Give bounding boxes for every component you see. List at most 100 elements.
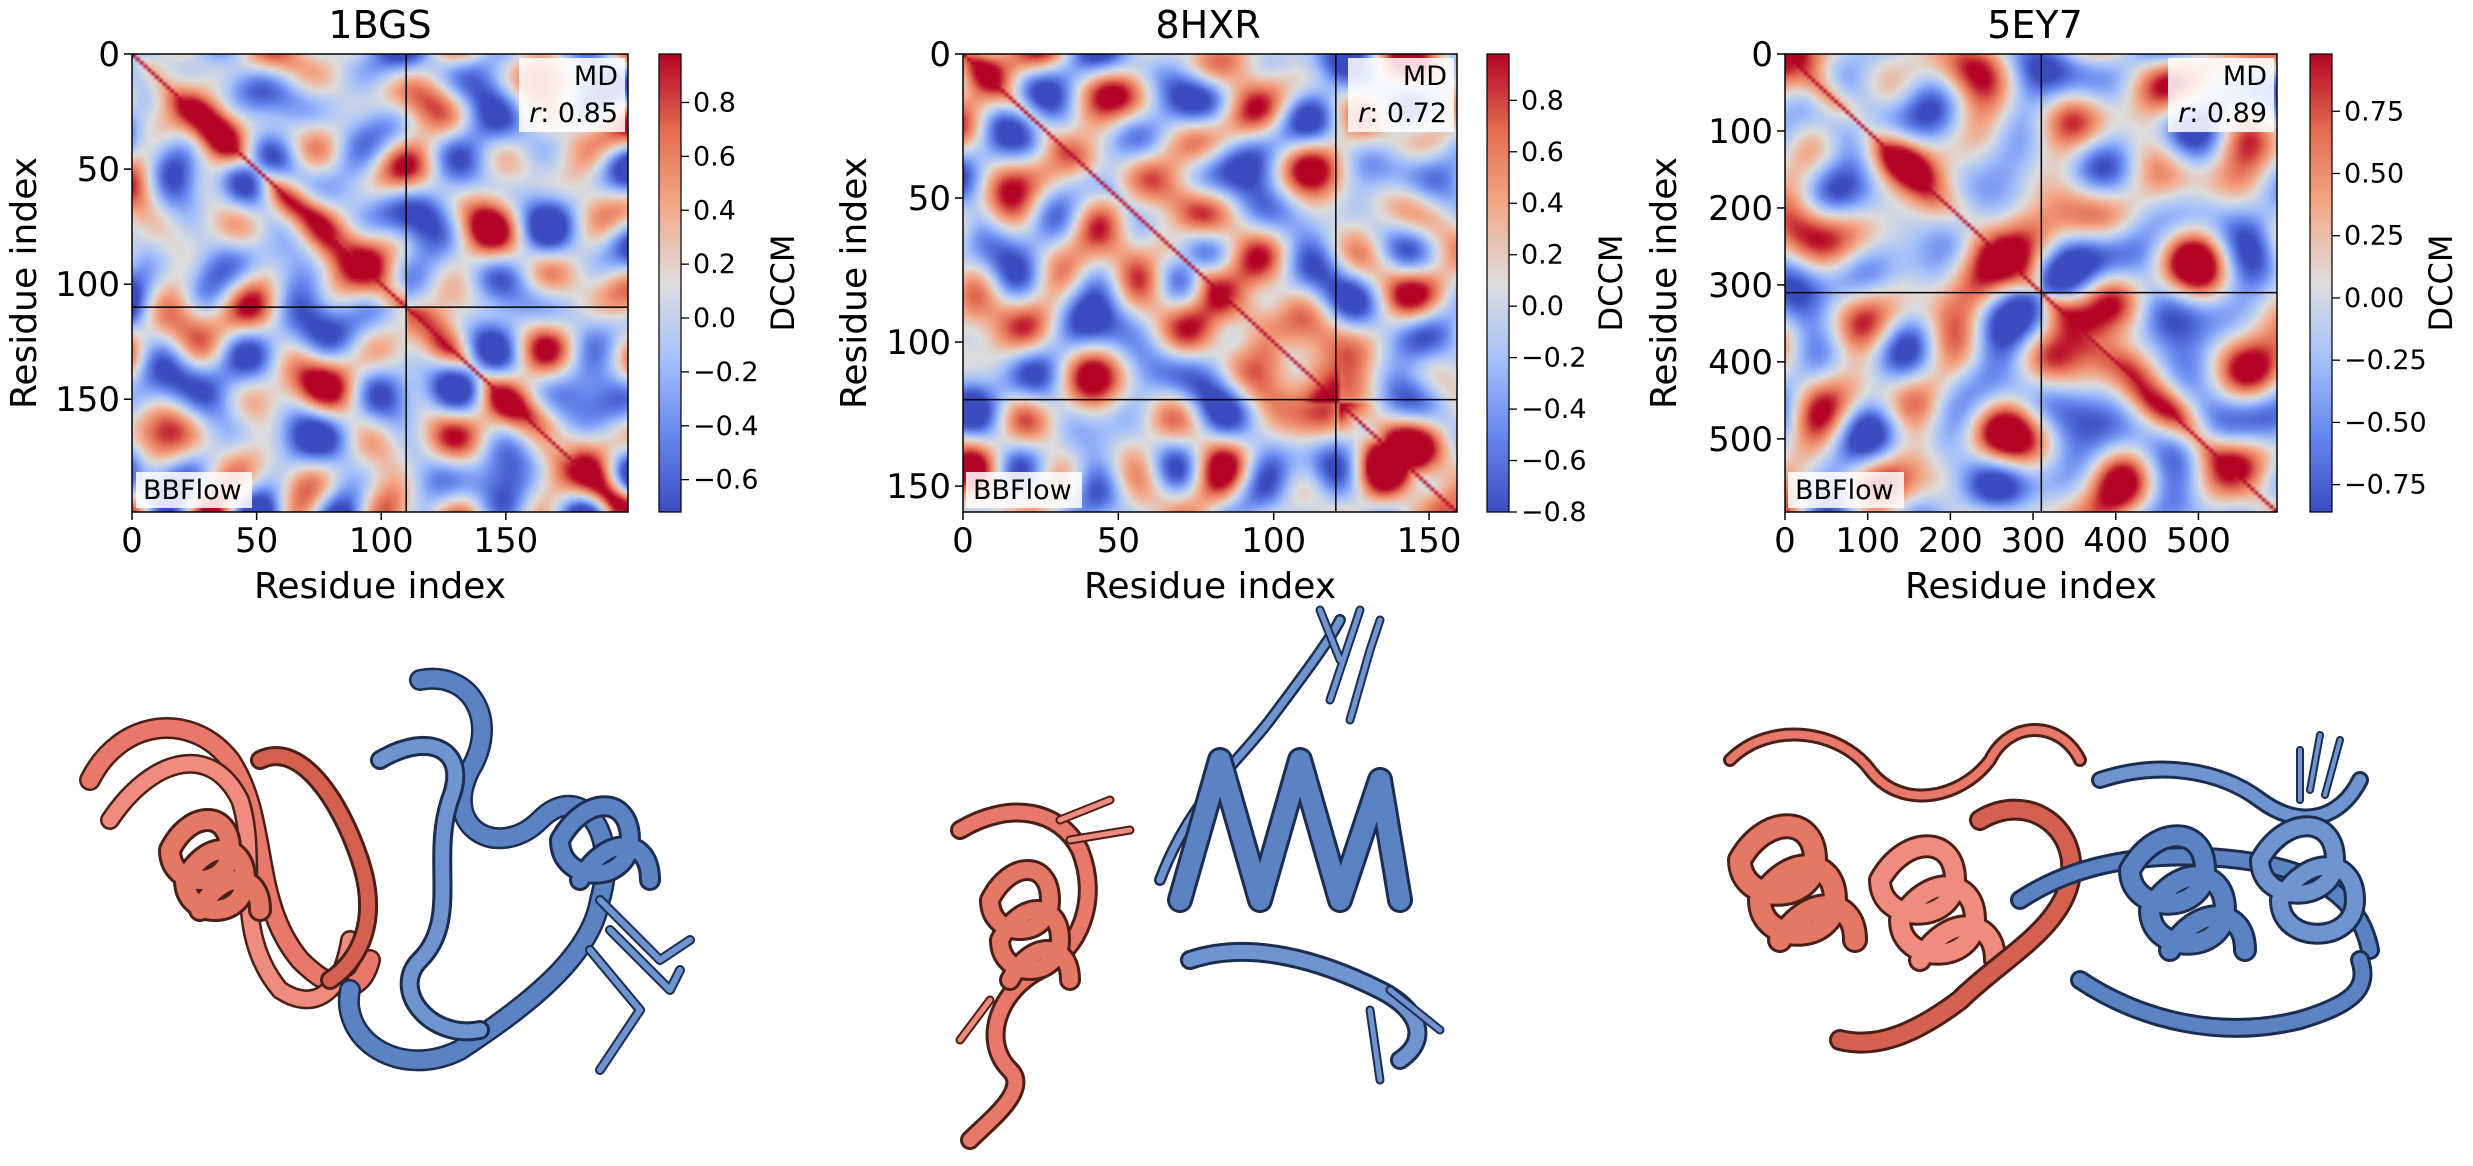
x-tick-label: 100 [1835,521,1900,561]
colorbar-tick-label: −0.4 [693,411,759,442]
colorbar-tick-label: −0.50 [2344,407,2427,438]
md-label: MD [2223,61,2267,92]
correlation-value: : 0.89 [2189,98,2267,129]
bbflow-label-box [1788,472,1904,508]
chain-b-ensemble [1154,605,1445,1085]
heatmap-panel-8hxr: 8HXR 0 50 100 150 0 50 100 150 Residue index R… [834,3,1630,607]
colorbar-tick-label: −0.6 [693,465,759,496]
correlation-label: r: 0.72 [1358,98,1447,129]
bbflow-label: BBFlow [143,475,242,506]
panel-title: 5EY7 [1987,3,2083,47]
correlation-symbol: r [2178,98,2191,129]
colorbar [1486,53,1510,513]
panel-title: 1BGS [328,3,431,47]
heatmap-panel-1bgs: 1BGS 0 50 100 150 0 50 100 150 Residue index R… [4,3,802,607]
correlation-symbol: r [1358,98,1371,129]
x-tick-label: 0 [952,521,974,561]
correlation-label: r: 0.89 [2178,98,2267,129]
correlation-value: : 0.72 [1369,98,1447,129]
md-label-box [2168,58,2274,132]
y-tick-label: 150 [55,380,120,420]
chain-b-ensemble [337,667,695,1075]
correlation-label: r: 0.85 [529,98,618,129]
colorbar-tick-label: 0.6 [693,141,736,172]
colorbar-tick-label: −0.25 [2344,345,2427,376]
panel-title: 8HXR [1155,3,1260,47]
colorbar-ticks: 0.8 0.6 0.4 0.2 0.0 −0.2 −0.4 −0.6 −0.8 [1509,85,1587,528]
heatmap-panel-5ey7: 5EY7 0 100 200 300 400 500 0 100 200 300 400 500 R… [1644,3,2460,607]
colorbar-tick-label: 0.0 [1521,291,1564,322]
colorbar-tick-label: −0.8 [1521,497,1587,528]
colorbar-tick-label: 0.6 [1521,137,1564,168]
x-tick-label: 100 [349,521,414,561]
colorbar-tick-label: 0.00 [2344,283,2404,314]
md-label-box [1348,58,1454,132]
colorbar-tick-label: 0.4 [693,195,736,226]
structure-render-8hxr [950,605,1445,1150]
y-tick-label: 0 [1751,35,1773,75]
x-tick-label: 150 [473,521,538,561]
colorbar-tick-label: 0.2 [693,249,736,280]
colorbar [658,53,682,513]
heatmap-frame [1784,53,2278,513]
colorbar [2309,53,2333,513]
colorbar-tick-label: 0.4 [1521,188,1564,219]
y-tick-label: 100 [1708,112,1773,152]
x-tick-group: 0 50 100 150 [952,512,1461,561]
y-tick-label: 200 [1708,189,1773,229]
bbflow-label-box [136,472,252,508]
chain-a-ensemble [1723,723,2087,1054]
colorbar-label: DCCM [764,235,802,332]
colorbar-tick-label: −0.2 [693,357,759,388]
y-tick-group: 0 50 100 150 [886,35,963,507]
x-tick-label: 150 [1397,521,1462,561]
x-tick-label: 50 [1097,521,1140,561]
colorbar-ticks: 0.75 0.50 0.25 0.00 −0.25 −0.50 −0.75 [2332,96,2427,501]
colorbar-tick-label: 0.50 [2344,158,2404,189]
y-tick-label: 400 [1708,343,1773,383]
x-tick-group: 0 100 200 300 400 500 [1774,512,2231,561]
x-tick-label: 400 [2083,521,2148,561]
x-tick-label: 300 [2001,521,2066,561]
colorbar-tick-label: 0.8 [693,87,736,118]
chain-a-ensemble [79,717,381,1010]
y-tick-group: 0 100 200 300 400 500 [1708,35,1785,460]
heatmap-frame [962,53,1458,513]
colorbar-tick-label: 0.8 [1521,85,1564,116]
colorbar-tick-label: −0.4 [1521,394,1587,425]
x-axis-label: Residue index [254,566,506,607]
colorbar-label: DCCM [2422,235,2460,332]
y-tick-label: 50 [908,179,951,219]
x-tick-label: 0 [1774,521,1796,561]
md-label: MD [574,61,618,92]
md-label: MD [1403,61,1447,92]
x-tick-label: 100 [1241,521,1306,561]
x-tick-label: 500 [2166,521,2231,561]
y-axis-label: Residue index [1644,157,1685,409]
bbflow-label: BBFlow [1795,475,1894,506]
colorbar-label: DCCM [1592,235,1630,332]
x-axis-label: Residue index [1084,566,1336,607]
colorbar-tick-label: 0.0 [693,303,736,334]
heatmap-frame [131,53,629,513]
chain-b-ensemble [2010,731,2380,1038]
correlation-value: : 0.85 [540,98,618,129]
y-tick-label: 0 [929,35,951,75]
x-axis-label: Residue index [1905,566,2157,607]
x-tick-group: 0 50 100 150 [121,512,538,561]
colorbar-tick-label: −0.75 [2344,470,2427,501]
y-tick-label: 500 [1708,420,1773,460]
correlation-symbol: r [529,98,542,129]
y-axis-label: Residue index [4,157,45,409]
y-tick-label: 0 [98,35,120,75]
colorbar-tick-label: −0.6 [1521,446,1587,477]
y-tick-label: 300 [1708,266,1773,306]
chain-a-ensemble [950,795,1135,1150]
x-tick-label: 200 [1918,521,1983,561]
y-tick-label: 100 [55,265,120,305]
y-tick-label: 150 [886,467,951,507]
colorbar-tick-label: 0.2 [1521,240,1564,271]
bbflow-label-box [966,472,1082,508]
md-label-box [519,58,625,132]
